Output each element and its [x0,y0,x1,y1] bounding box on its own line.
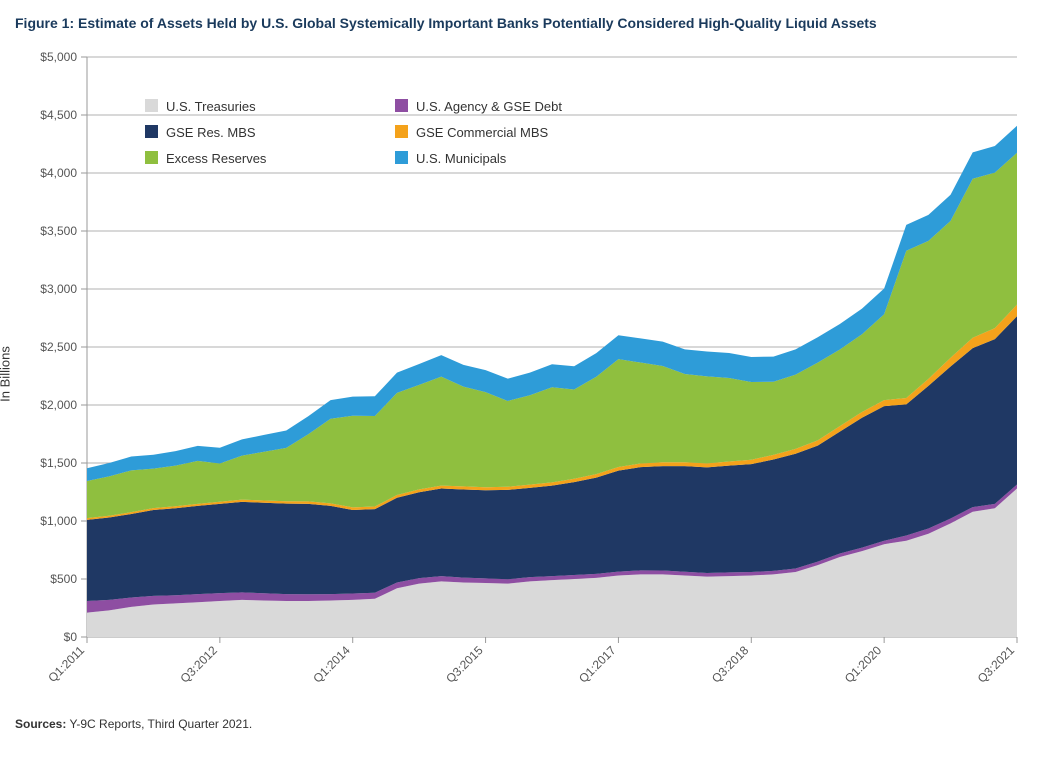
svg-text:Q1:2011: Q1:2011 [45,643,87,685]
svg-text:Q3:2021: Q3:2021 [975,643,1018,686]
svg-text:$3,000: $3,000 [40,282,77,296]
svg-text:$4,500: $4,500 [40,108,77,122]
svg-text:$0: $0 [64,630,78,644]
figure-container: Figure 1: Estimate of Assets Held by U.S… [15,15,1029,731]
svg-text:Q3:2015: Q3:2015 [443,643,486,686]
stacked-area-chart: $0 $500 $1,000 $1,500 $2,000 $2,500 $3,000 $3,5… [15,39,1029,709]
svg-text:$500: $500 [50,572,77,586]
svg-text:GSE Commercial MBS: GSE Commercial MBS [416,125,549,140]
svg-text:$1,500: $1,500 [40,456,77,470]
svg-text:$4,000: $4,000 [40,166,77,180]
svg-text:U.S. Municipals: U.S. Municipals [416,151,507,166]
svg-text:Q1:2017: Q1:2017 [576,643,619,686]
svg-text:$3,500: $3,500 [40,224,77,238]
svg-text:GSE Res. MBS: GSE Res. MBS [166,125,256,140]
svg-text:U.S. Agency & GSE Debt: U.S. Agency & GSE Debt [416,99,562,114]
svg-text:Q1:2020: Q1:2020 [842,643,885,686]
sources-line: Sources: Y-9C Reports, Third Quarter 202… [15,717,1029,731]
sources-label: Sources: [15,717,66,731]
svg-text:Q1:2014: Q1:2014 [310,643,353,686]
svg-text:$1,000: $1,000 [40,514,77,528]
chart-wrap: In Billions $0$500$1,000$1,500$2,000$2,5… [15,39,1029,709]
svg-text:Q3:2012: Q3:2012 [178,643,221,686]
svg-text:$2,500: $2,500 [40,340,77,354]
svg-text:Excess Reserves: Excess Reserves [166,151,267,166]
y-axis-label: In Billions [0,346,13,402]
svg-text:$2,000: $2,000 [40,398,77,412]
figure-title: Figure 1: Estimate of Assets Held by U.S… [15,15,1029,31]
svg-text:Q3:2018: Q3:2018 [709,643,752,686]
svg-text:$5,000: $5,000 [40,50,77,64]
sources-text: Y-9C Reports, Third Quarter 2021. [66,717,252,731]
svg-text:U.S. Treasuries: U.S. Treasuries [166,99,256,114]
